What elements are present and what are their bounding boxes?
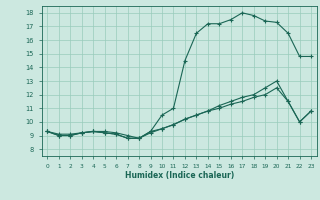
X-axis label: Humidex (Indice chaleur): Humidex (Indice chaleur) xyxy=(124,171,234,180)
